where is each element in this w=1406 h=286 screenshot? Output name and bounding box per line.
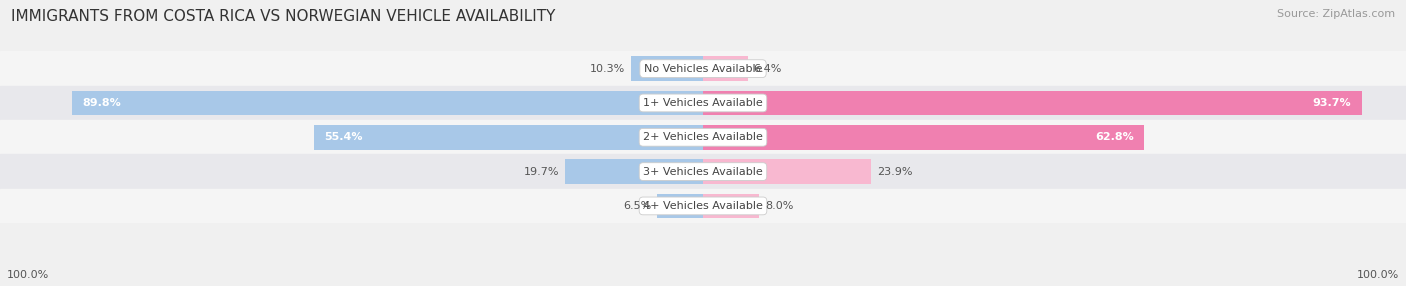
Bar: [0, 120, 1406, 154]
Text: No Vehicles Available: No Vehicles Available: [644, 64, 762, 74]
Bar: [0, 154, 1406, 189]
Text: 62.8%: 62.8%: [1095, 132, 1135, 142]
Text: 1+ Vehicles Available: 1+ Vehicles Available: [643, 98, 763, 108]
Text: 3+ Vehicles Available: 3+ Vehicles Available: [643, 167, 763, 176]
Bar: [703, 194, 759, 218]
Bar: [0, 86, 1406, 120]
Bar: [703, 91, 1361, 115]
Text: 4+ Vehicles Available: 4+ Vehicles Available: [643, 201, 763, 211]
Text: 10.3%: 10.3%: [589, 64, 624, 74]
Text: 8.0%: 8.0%: [765, 201, 793, 211]
Bar: [657, 194, 703, 218]
Text: IMMIGRANTS FROM COSTA RICA VS NORWEGIAN VEHICLE AVAILABILITY: IMMIGRANTS FROM COSTA RICA VS NORWEGIAN …: [11, 9, 555, 23]
Bar: [314, 125, 703, 150]
Text: 100.0%: 100.0%: [1357, 270, 1399, 280]
Text: 100.0%: 100.0%: [7, 270, 49, 280]
Text: 55.4%: 55.4%: [323, 132, 363, 142]
Text: 6.4%: 6.4%: [754, 64, 782, 74]
Bar: [630, 56, 703, 81]
Text: 23.9%: 23.9%: [877, 167, 912, 176]
Bar: [703, 159, 872, 184]
Bar: [703, 56, 748, 81]
Text: 89.8%: 89.8%: [82, 98, 121, 108]
Text: 93.7%: 93.7%: [1313, 98, 1351, 108]
Bar: [0, 189, 1406, 223]
Text: 19.7%: 19.7%: [523, 167, 560, 176]
Bar: [703, 125, 1144, 150]
Bar: [565, 159, 703, 184]
Text: 6.5%: 6.5%: [623, 201, 652, 211]
Text: Source: ZipAtlas.com: Source: ZipAtlas.com: [1277, 9, 1395, 19]
Bar: [0, 51, 1406, 86]
Bar: [72, 91, 703, 115]
Text: 2+ Vehicles Available: 2+ Vehicles Available: [643, 132, 763, 142]
